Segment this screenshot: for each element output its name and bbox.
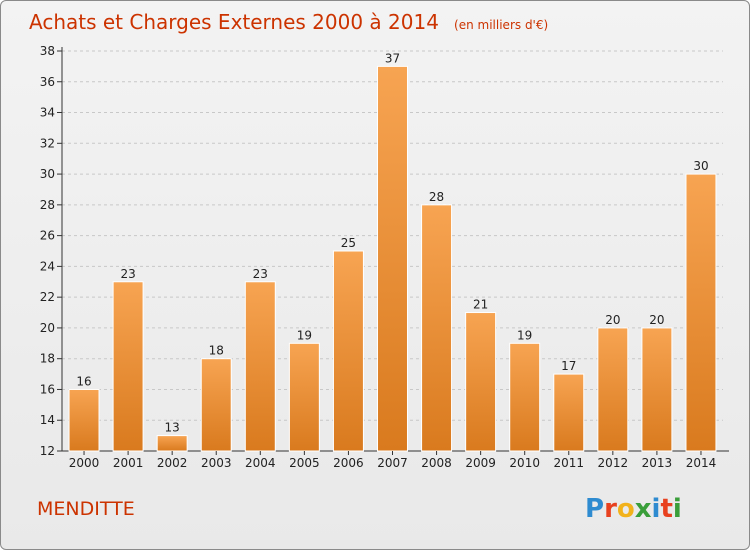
y-tick-label: 22	[40, 290, 55, 304]
data-label: 25	[341, 236, 356, 250]
logo-letter: i	[652, 494, 661, 524]
bar-2011	[553, 373, 585, 452]
x-tick-label: 2003	[201, 456, 232, 470]
chart-title: Achats et Charges Externes 2000 à 2014 (…	[29, 10, 548, 34]
bar-2008	[421, 204, 453, 452]
bar-2006	[332, 250, 364, 452]
x-tick-label: 2005	[289, 456, 320, 470]
bar-2000	[68, 388, 100, 452]
logo-letter: t	[660, 494, 672, 524]
bar-2009	[465, 312, 497, 452]
data-label: 23	[253, 267, 268, 281]
data-label: 19	[297, 328, 312, 342]
data-label: 28	[429, 190, 444, 204]
x-tick-label: 2007	[377, 456, 408, 470]
data-label: 37	[385, 51, 400, 65]
data-label: 30	[693, 159, 708, 173]
logo-letter: r	[604, 494, 617, 524]
chart-title-unit: (en milliers d'€)	[454, 18, 548, 32]
y-tick-label: 12	[40, 444, 55, 458]
bar-2004	[244, 281, 276, 452]
x-tick-label: 2006	[333, 456, 364, 470]
bar-2001	[112, 281, 144, 452]
x-tick-label: 2012	[598, 456, 629, 470]
x-tick-label: 2014	[686, 456, 717, 470]
logo-letter: i	[673, 494, 682, 524]
data-label: 17	[561, 359, 576, 373]
bar-2005	[288, 342, 320, 452]
x-tick-layer: 2000 2001 2002 2003 2004 2005 2006 2007 2008 2009…	[69, 451, 716, 470]
bar-layer	[68, 65, 717, 452]
y-tick-label: 36	[40, 75, 55, 89]
x-tick-label: 2008	[421, 456, 452, 470]
x-tick-label: 2009	[465, 456, 496, 470]
y-tick-label: 18	[40, 352, 55, 366]
bar-2002	[156, 435, 188, 452]
data-label: 13	[165, 421, 180, 435]
y-tick-label: 32	[40, 136, 55, 150]
data-label: 20	[649, 313, 664, 327]
y-tick-label: 28	[40, 198, 55, 212]
data-label: 20	[605, 313, 620, 327]
x-tick-label: 2013	[642, 456, 673, 470]
y-tick-label: 34	[40, 106, 55, 120]
chart-title-main: Achats et Charges Externes 2000 à 2014	[29, 10, 439, 34]
y-tick-label: 38	[40, 44, 55, 58]
y-tick-label: 26	[40, 229, 55, 243]
bar-2010	[509, 342, 541, 452]
data-label: 16	[76, 374, 91, 388]
place-name: MENDITTE	[37, 498, 135, 520]
x-tick-label: 2001	[113, 456, 144, 470]
logo-letter: P	[585, 494, 604, 524]
bar-2014	[685, 173, 717, 452]
data-label-layer: 16 23 13 18 23 19 25 37 28 21 19 17 20 20 30	[76, 51, 708, 434]
y-tick-label: 30	[40, 167, 55, 181]
y-tick-label: 16	[40, 382, 55, 396]
y-tick-label: 24	[40, 259, 55, 273]
x-tick-label: 2002	[157, 456, 188, 470]
bar-2012	[597, 327, 629, 452]
y-tick-label: 20	[40, 321, 55, 335]
x-tick-label: 2011	[553, 456, 584, 470]
proxiti-logo: Proxiti	[585, 494, 682, 524]
x-tick-label: 2004	[245, 456, 276, 470]
data-label: 18	[209, 344, 224, 358]
logo-letter: x	[635, 494, 652, 524]
bar-2013	[641, 327, 673, 452]
bar-2003	[200, 358, 232, 452]
bar-2007	[377, 65, 408, 452]
data-label: 21	[473, 298, 488, 312]
x-tick-label: 2010	[509, 456, 540, 470]
x-tick-label: 2000	[69, 456, 100, 470]
logo-letter: o	[617, 494, 635, 524]
data-label: 19	[517, 328, 532, 342]
y-tick-label: 14	[40, 413, 55, 427]
data-label: 23	[120, 267, 135, 281]
